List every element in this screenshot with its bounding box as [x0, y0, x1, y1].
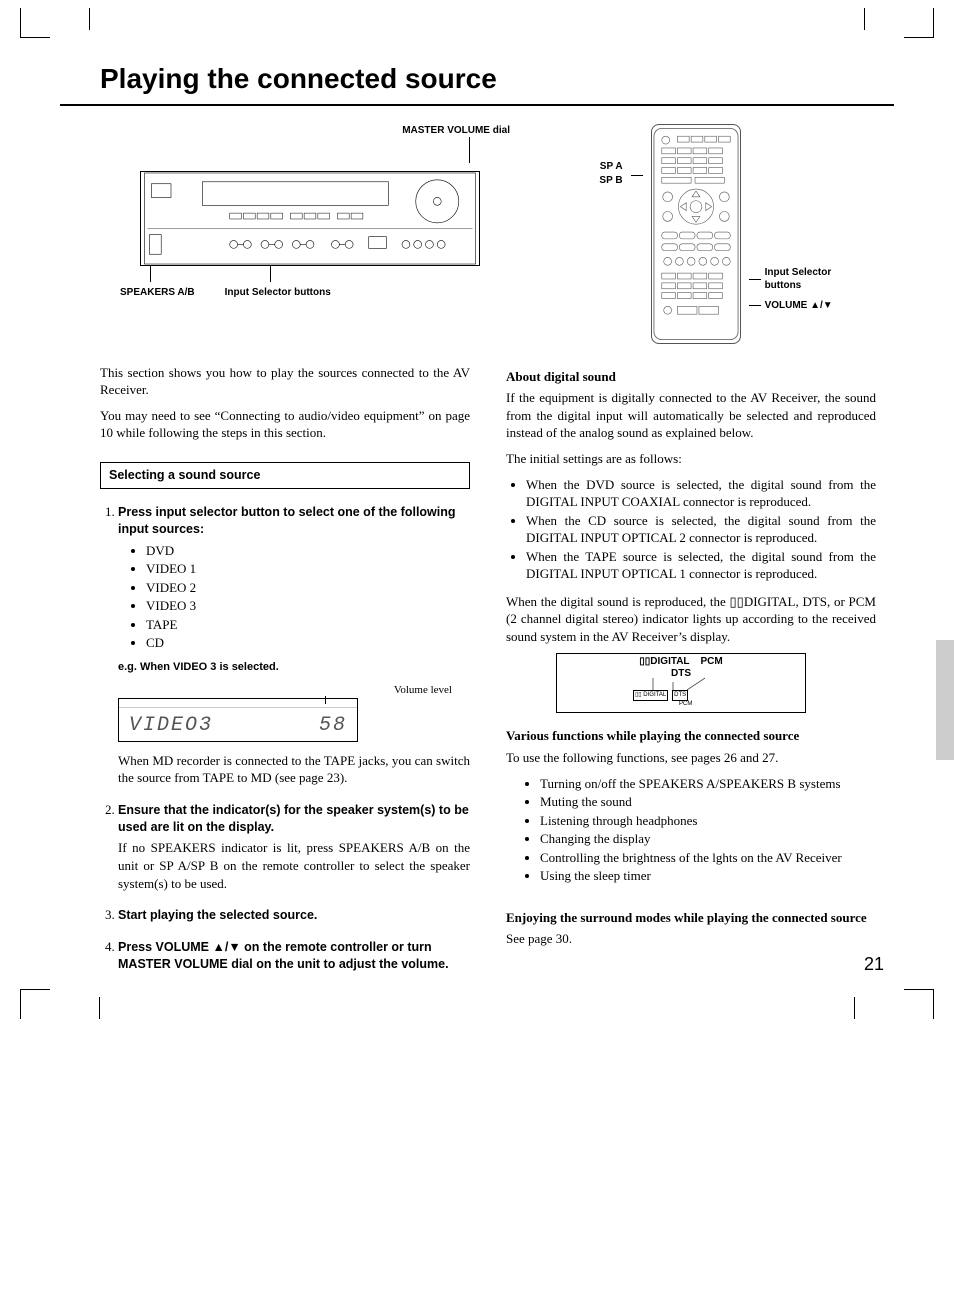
remote-diagram: SP A SP B [550, 124, 894, 344]
list-item: When the TAPE source is selected, the di… [526, 548, 876, 583]
list-item: Changing the display [540, 830, 876, 848]
crop-mark [854, 997, 884, 1019]
remote-controller [651, 124, 741, 344]
callout-line [270, 266, 271, 282]
step-item: Press input selector button to select on… [118, 503, 470, 787]
list-item: Using the sleep timer [540, 867, 876, 885]
sp-a-label: SP A [599, 160, 622, 174]
sp-b-label: SP B [599, 174, 622, 188]
list-item: When the DVD source is selected, the dig… [526, 476, 876, 511]
diagrams-row: MASTER VOLUME dial [100, 124, 894, 344]
lcd-display-wrap: Volume level VIDEO3 58 [118, 683, 470, 742]
body-paragraph: The initial settings are as follows: [506, 450, 876, 468]
left-column: This section shows you how to play the s… [100, 364, 470, 987]
lcd-display: VIDEO3 58 [118, 698, 358, 742]
step-item: Press VOLUME ▲/▼ on the remote controlle… [118, 938, 470, 973]
receiver-front-panel [140, 171, 480, 266]
list-item: TAPE [146, 616, 470, 634]
step-item: Start playing the selected source. [118, 906, 470, 924]
input-selector-label: Input Selector buttons [225, 286, 331, 300]
step-title: Press input selector button to select on… [118, 504, 470, 538]
crop-mark [904, 8, 934, 38]
bullets-list: When the DVD source is selected, the dig… [506, 476, 876, 583]
crop-mark [864, 8, 894, 30]
indicator-chip: PCM [679, 700, 692, 708]
list-item: Turning on/off the SPEAKERS A/SPEAKERS B… [540, 775, 876, 793]
lcd-volume-value: 58 [319, 712, 347, 739]
sources-list: DVD VIDEO 1 VIDEO 2 VIDEO 3 TAPE CD [118, 542, 470, 652]
page-number: 21 [864, 952, 884, 976]
side-tab [936, 640, 954, 760]
list-item: VIDEO 1 [146, 560, 470, 578]
list-item: When the CD source is selected, the digi… [526, 512, 876, 547]
indicator-chip: ▯▯ DIGITAL [633, 690, 668, 700]
step-title: Ensure that the indicator(s) for the spe… [118, 802, 470, 836]
crop-mark [904, 989, 934, 1019]
section-box-heading: Selecting a sound source [100, 462, 470, 489]
body-paragraph: To use the following functions, see page… [506, 749, 876, 767]
list-item: Muting the sound [540, 793, 876, 811]
subheading: About digital sound [506, 368, 876, 386]
body-paragraph: When the digital sound is reproduced, th… [506, 593, 876, 646]
crop-mark [20, 989, 50, 1019]
callout-line [749, 305, 761, 306]
step-body: If no SPEAKERS indicator is lit, press S… [118, 839, 470, 892]
indicator-chips: ▯▯ DIGITAL DTS [633, 690, 799, 700]
receiver-diagram: MASTER VOLUME dial [100, 124, 520, 344]
list-item: Listening through headphones [540, 812, 876, 830]
crop-mark [20, 8, 50, 38]
step-item: Ensure that the indicator(s) for the spe… [118, 801, 470, 892]
list-item: Controlling the brightness of the lghts … [540, 849, 876, 867]
volume-up-down-label: VOLUME ▲/▼ [765, 299, 833, 313]
list-item: VIDEO 3 [146, 597, 470, 615]
callout-line [469, 137, 470, 163]
callout-line [150, 266, 151, 282]
speakers-ab-label: SPEAKERS A/B [120, 286, 195, 300]
step-title: Start playing the selected source. [118, 907, 470, 924]
list-item: VIDEO 2 [146, 579, 470, 597]
subheading: Enjoying the surround modes while playin… [506, 909, 876, 927]
body-paragraph: If the equipment is digitally connected … [506, 389, 876, 442]
example-label: e.g. When VIDEO 3 is selected. [118, 660, 470, 675]
volume-level-label: Volume level [118, 683, 452, 698]
indicator-display: ▯▯DIGITAL PCM DTS ▯▯ DIGITAL DTS PCM [556, 653, 806, 713]
step-title: Press VOLUME ▲/▼ on the remote controlle… [118, 939, 470, 973]
body-columns: This section shows you how to play the s… [100, 364, 894, 987]
crop-mark [60, 8, 90, 30]
indicator-chip: DTS [672, 690, 688, 700]
bullets-list: Turning on/off the SPEAKERS A/SPEAKERS B… [506, 775, 876, 885]
list-item: CD [146, 634, 470, 652]
step-note: When MD recorder is connected to the TAP… [118, 752, 470, 787]
callout-line [631, 175, 643, 176]
body-paragraph: See page 30. [506, 930, 876, 948]
page-title: Playing the connected source [60, 60, 894, 106]
callout-line [749, 279, 761, 280]
master-volume-label: MASTER VOLUME dial [100, 124, 510, 138]
lcd-source-text: VIDEO3 [129, 712, 213, 739]
right-column: About digital sound If the equipment is … [506, 364, 876, 987]
steps-list: Press input selector button to select on… [100, 503, 470, 973]
crop-mark [70, 997, 100, 1019]
list-item: DVD [146, 542, 470, 560]
intro-paragraph: This section shows you how to play the s… [100, 364, 470, 399]
subheading: Various functions while playing the conn… [506, 727, 876, 745]
input-selector-buttons-label: Input Selector buttons [765, 266, 845, 293]
intro-paragraph: You may need to see “Connecting to audio… [100, 407, 470, 442]
